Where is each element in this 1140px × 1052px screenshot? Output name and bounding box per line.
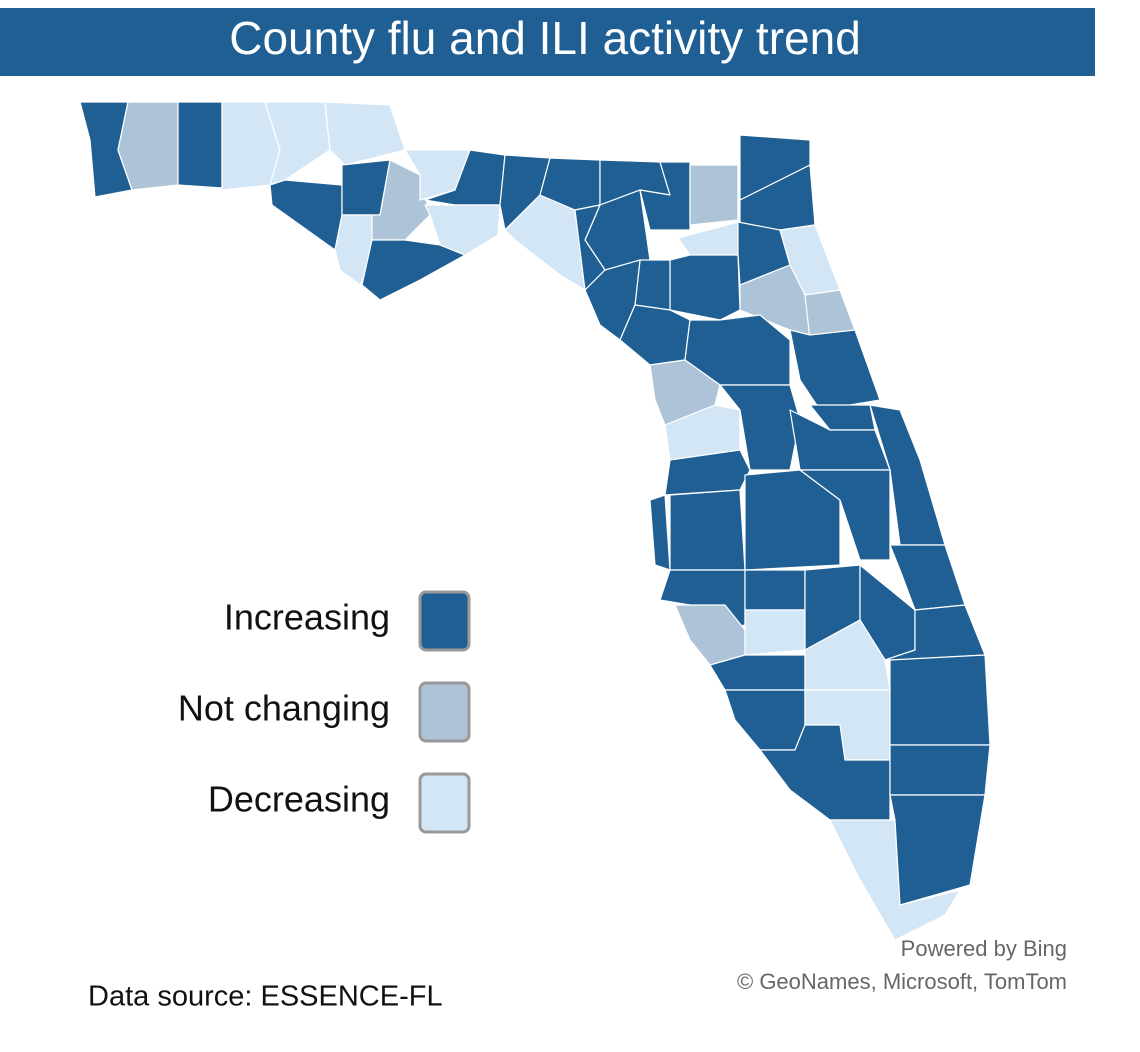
county [889,654,991,746]
county [719,384,801,471]
county [799,469,891,561]
title: County flu and ILI activity trend [229,12,861,64]
data-source: Data source: ESSENCE-FL [88,981,443,1013]
county [669,254,741,321]
county [669,489,746,571]
county [744,469,841,571]
county [789,329,881,411]
county [744,609,806,656]
county [117,101,179,191]
county [361,239,466,301]
legend-swatch [418,681,471,743]
county [177,101,223,189]
title-bar [0,8,1095,76]
county [889,744,991,796]
county [634,259,671,311]
legend-label: Not changing [178,688,390,729]
attribution: © GeoNames, Microsoft, TomTom [737,969,1067,994]
legend: Increasing Not changing Decreasing [178,590,471,834]
legend-swatch [418,772,471,834]
county [664,404,741,461]
county [789,409,891,471]
legend-label: Decreasing [208,779,390,820]
county [269,179,343,251]
legend-label: Increasing [224,597,390,638]
county [889,794,986,906]
county [804,619,891,691]
county [759,724,891,821]
florida-map [79,101,991,941]
county [574,204,606,291]
county [639,161,691,231]
county [744,569,806,611]
county [324,101,406,166]
county [689,164,739,226]
county [649,494,671,571]
legend-swatch [418,590,471,652]
county [724,689,806,751]
county [619,304,691,366]
county [404,149,471,201]
attribution: Powered by Bing [901,936,1067,961]
